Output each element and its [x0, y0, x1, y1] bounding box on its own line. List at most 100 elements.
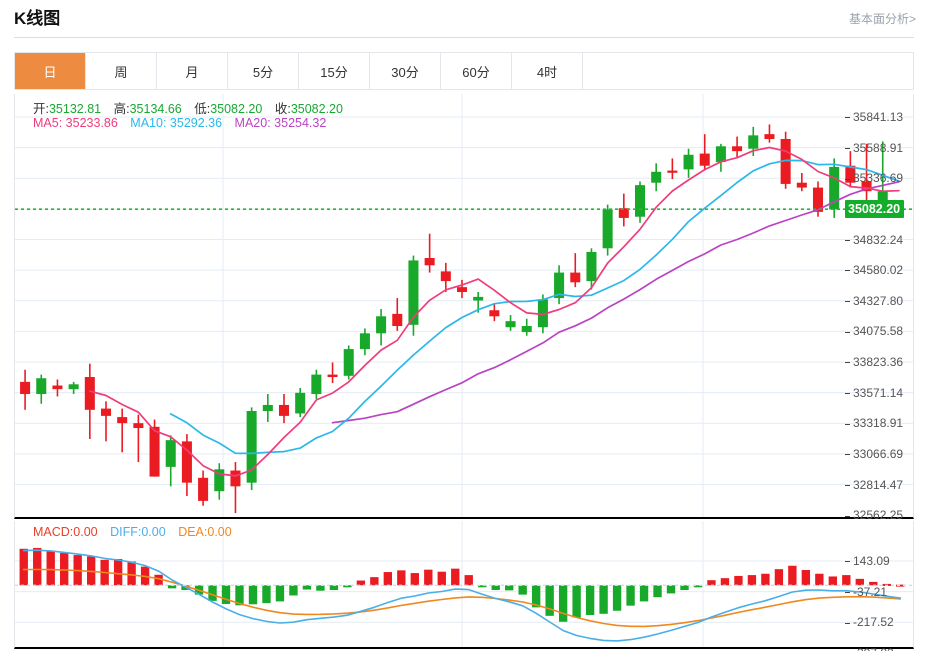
macd-axis-tick: -37.21 — [845, 585, 887, 599]
dea-value: 0.00 — [207, 525, 232, 539]
diff-value: 0.00 — [141, 525, 166, 539]
tab-label: 30分 — [391, 64, 419, 80]
tab-4[interactable]: 15分 — [299, 53, 370, 89]
tab-2[interactable]: 月 — [157, 53, 228, 89]
price-axis-tick: 33823.36 — [845, 355, 903, 369]
tick-mark — [845, 331, 850, 333]
price-axis-tick: 35841.13 — [845, 110, 903, 124]
tick-mark — [845, 270, 850, 272]
tick-label: -37.21 — [853, 584, 888, 599]
price-axis-tick: 34832.24 — [845, 233, 903, 247]
tick-mark — [845, 147, 850, 149]
tick-mark — [845, 454, 850, 456]
tab-6[interactable]: 60分 — [441, 53, 512, 89]
high-label: 高: — [113, 102, 130, 116]
fundamental-analysis-link[interactable]: 基本面分析> — [848, 12, 916, 26]
price-axis-tick: 34580.02 — [845, 263, 903, 277]
open-value: 35132.81 — [48, 102, 102, 116]
tick-mark — [845, 392, 850, 394]
tick-mark — [845, 484, 850, 486]
price-axis-tick: 34075.58 — [845, 324, 903, 338]
tab-label: 日 — [43, 64, 57, 80]
tick-mark — [845, 423, 850, 425]
moving-average-legend: MA5: 35233.86 MA10: 35292.36 MA20: 35254… — [33, 116, 326, 130]
ma10-value: 35292.36 — [169, 116, 223, 130]
tick-label: 35841.13 — [853, 110, 904, 124]
tick-label: 33066.69 — [853, 446, 904, 461]
ohlc-legend: 开:35132.81 高:35134.66 低:35082.20 收:35082… — [33, 98, 343, 117]
header-divider — [14, 37, 914, 38]
tab-label: 4时 — [536, 64, 558, 80]
price-axis-tick: 33066.69 — [845, 447, 903, 461]
open-label: 开: — [33, 102, 49, 116]
macd-value: 0.00 — [73, 525, 98, 539]
price-axis-tick: 35588.91 — [845, 141, 903, 155]
dea-label: DEA: — [178, 525, 208, 539]
period-tab-bar: 日 周 月 5分 15分 30分 60分 4时 — [14, 52, 914, 90]
tick-mark — [845, 591, 850, 593]
tick-label: 34832.24 — [853, 232, 904, 247]
price-axis-tick: 35336.69 — [845, 171, 903, 185]
price-axis-tick: 32814.47 — [845, 478, 903, 492]
tick-label: 33571.14 — [853, 385, 904, 400]
ma20-value: 35254.32 — [274, 116, 327, 130]
tick-label: 32814.47 — [853, 477, 904, 492]
current-price-badge: 35082.20 — [845, 200, 905, 219]
tab-label: 周 — [114, 64, 128, 80]
low-value: 35082.20 — [210, 102, 263, 116]
tab-bar-filler — [583, 53, 913, 89]
tick-mark — [845, 515, 850, 517]
tab-label: 60分 — [462, 64, 490, 80]
tick-label: 34580.02 — [853, 263, 904, 278]
tick-label: 34075.58 — [853, 324, 904, 339]
tick-label: 34327.80 — [853, 293, 904, 308]
tick-label: 33318.91 — [853, 416, 904, 431]
tick-mark — [845, 178, 850, 180]
low-label: 低: — [194, 102, 211, 116]
tick-label: 33823.36 — [853, 355, 904, 370]
tab-3[interactable]: 5分 — [228, 53, 299, 89]
tick-label: 143.09 — [853, 554, 890, 568]
ma10-label: MA10: — [130, 116, 167, 130]
macd-axis-tick: 143.09 — [845, 554, 890, 568]
tick-label: -397.82 — [853, 646, 894, 651]
price-axis-tick: 32562.25 — [845, 508, 903, 522]
tick-label: 35588.91 — [853, 140, 904, 155]
tick-mark — [845, 622, 850, 624]
tick-label: -217.52 — [853, 615, 894, 630]
tick-mark — [845, 239, 850, 241]
ma5-label: MA5: — [33, 116, 63, 130]
page-title: K线图 — [14, 9, 61, 28]
page-header: K线图 基本面分析> — [0, 0, 928, 40]
tick-label: 35336.69 — [853, 171, 904, 186]
tab-5[interactable]: 30分 — [370, 53, 441, 89]
tab-label: 15分 — [320, 64, 348, 80]
close-value: 35082.20 — [290, 102, 343, 116]
price-axis-tick: 34327.80 — [845, 294, 903, 308]
tick-mark — [845, 561, 850, 563]
close-label: 收: — [274, 102, 291, 116]
candlestick-plot — [15, 94, 913, 517]
ma5-value: 35233.86 — [65, 116, 118, 130]
tick-mark — [845, 117, 850, 119]
high-value: 35134.66 — [129, 102, 182, 116]
tab-7[interactable]: 4时 — [512, 53, 583, 89]
price-axis-tick: 33571.14 — [845, 386, 903, 400]
diff-label: DIFF: — [110, 525, 142, 539]
macd-label: MACD: — [33, 525, 74, 539]
macd-chart-panel[interactable]: MACD:0.00 DIFF:0.00 DEA:0.00 — [14, 521, 914, 649]
tab-label: 月 — [185, 64, 199, 80]
macd-plot — [15, 521, 913, 647]
tab-0[interactable]: 日 — [15, 53, 86, 89]
macd-legend: MACD:0.00 DIFF:0.00 DEA:0.00 — [33, 525, 232, 539]
price-axis-tick: 33318.91 — [845, 416, 903, 430]
macd-axis-tick: -217.52 — [845, 615, 894, 629]
candlestick-chart-panel[interactable]: 开:35132.81 高:35134.66 低:35082.20 收:35082… — [14, 94, 914, 519]
tab-1[interactable]: 周 — [86, 53, 157, 89]
tick-mark — [845, 301, 850, 303]
macd-axis-tick: -397.82 — [845, 646, 894, 651]
tick-mark — [845, 362, 850, 364]
ma20-label: MA20: — [234, 116, 271, 130]
tab-label: 5分 — [252, 64, 274, 80]
